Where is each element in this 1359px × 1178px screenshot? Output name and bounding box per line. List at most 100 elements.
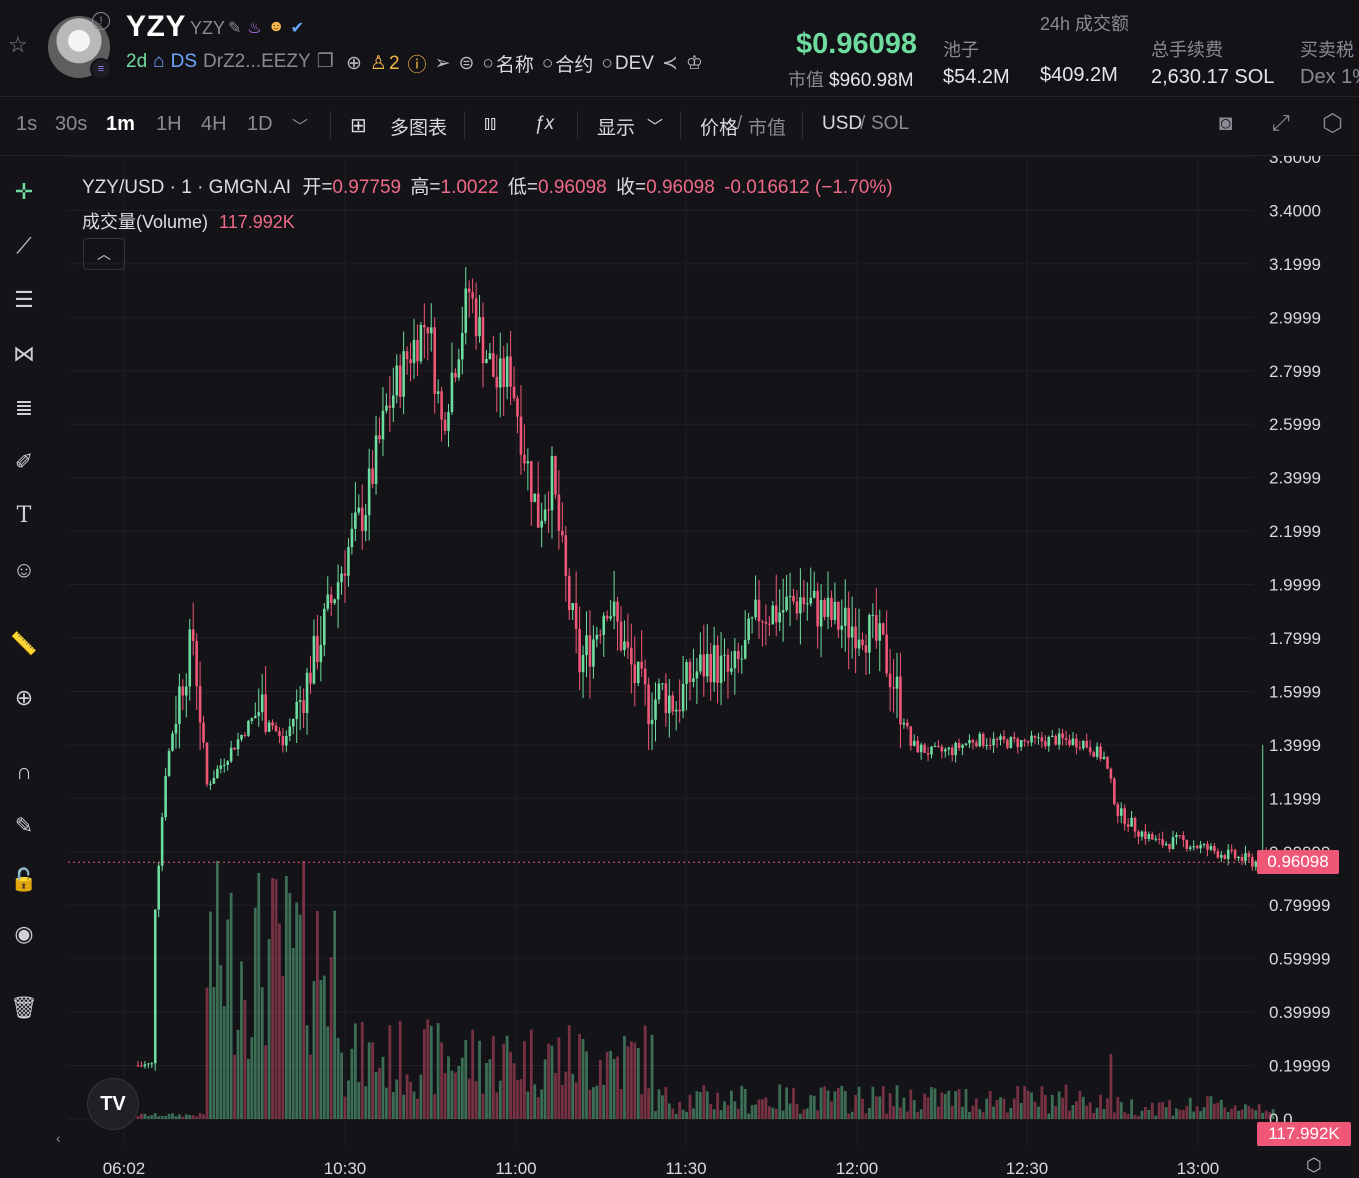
share-icon[interactable]: ≺ (661, 53, 678, 74)
volume-bar (702, 1084, 706, 1119)
trash-icon[interactable]: 🗑 (10, 995, 38, 1020)
magnet-icon[interactable]: ∩ (16, 759, 32, 784)
copy-icon[interactable]: ❐ (316, 51, 334, 72)
timeframe-1h[interactable]: 1H (156, 113, 182, 135)
volume-bar (850, 1111, 854, 1119)
tradingview-logo[interactable]: TV (87, 1078, 139, 1130)
mcap-toggle[interactable]: 市值 (748, 118, 787, 139)
unlock-icon[interactable]: 🔓 (10, 867, 38, 892)
volume-legend: 成交量(Volume) 117.992K (82, 208, 295, 234)
volume-bar (902, 1097, 906, 1119)
multi-chart-button[interactable]: 多图表 (390, 118, 448, 139)
search-name-link[interactable]: 名称 (495, 55, 534, 76)
eye-icon[interactable]: ◉ (14, 921, 34, 946)
indicators-icon[interactable]: ƒx (534, 113, 555, 134)
volume-bar (1233, 1105, 1237, 1119)
info-icon[interactable]: ! (92, 12, 110, 30)
warning-icon[interactable]: ⓘ (407, 55, 427, 76)
contract-address[interactable]: DrZ2...EEZY (203, 50, 311, 72)
candle-body (1033, 735, 1037, 738)
timeframe-1s[interactable]: 1s (16, 113, 38, 135)
price-chart[interactable]: 3.6000 3.4000 3.1999 2.9999 2.7999 2.5999 2.39… (68, 156, 1359, 1178)
telegram-icon[interactable]: ➢ (434, 53, 451, 74)
candle-body (937, 746, 940, 748)
scroll-left-icon[interactable]: ‹ (56, 1130, 61, 1146)
volume-bar (830, 1101, 833, 1119)
volume-bar (516, 1079, 519, 1119)
timeframe-4h[interactable]: 4H (201, 113, 227, 135)
volume-bar (919, 1109, 923, 1119)
display-menu[interactable]: 显示 (597, 118, 636, 139)
search-contract-link[interactable]: 合约 (555, 55, 594, 76)
volume-bar (843, 1090, 847, 1119)
volume-bar (240, 961, 243, 1119)
candle-body (1064, 738, 1068, 740)
candle-body (661, 683, 664, 685)
zoom-in-icon[interactable]: ⊕ (14, 685, 34, 710)
edit-icon[interactable]: ✎ (228, 20, 242, 37)
chevron-down-icon[interactable]: ﹀ (647, 119, 664, 136)
website-globe-icon[interactable]: ⊕ (346, 53, 362, 74)
crown-icon[interactable]: ♔ (685, 53, 703, 74)
search-icon[interactable]: ○ (482, 52, 494, 74)
candle-body (636, 661, 640, 684)
volume-bar (288, 893, 292, 1119)
camera-icon[interactable]: ◙ (1219, 110, 1233, 135)
trendline-icon[interactable]: ⟋ (16, 233, 32, 258)
timeframe-30s[interactable]: 30s (55, 113, 88, 135)
crosshair-icon[interactable]: ✛ (14, 179, 34, 204)
fullscreen-icon[interactable]: ⤢ (1272, 110, 1290, 135)
pattern-icon[interactable]: ⋈ (13, 341, 35, 366)
volume-bar (557, 1037, 561, 1119)
collapse-legend-button[interactable]: ︿ (83, 238, 125, 270)
text-icon[interactable]: T (16, 503, 32, 528)
volume-bar (457, 1065, 461, 1119)
chart-toolbar: 1s 30s 1m 1H 4H 1D ﹀ ⊞ 多图表 ⫾⫾ ƒx 显示 ﹀ 价格… (0, 97, 1359, 156)
volume-bar (398, 1020, 402, 1119)
timeframe-1d[interactable]: 1D (247, 113, 273, 135)
brush-icon[interactable]: ✐ (14, 449, 34, 474)
candle-body (464, 288, 468, 334)
candle-body (157, 865, 160, 910)
volume-bar (160, 1115, 164, 1119)
timeframe-1m[interactable]: 1m (106, 113, 135, 135)
candle-body (930, 746, 933, 755)
volume-bar (153, 1113, 157, 1119)
volume-bar (761, 1099, 764, 1119)
emoji-icon[interactable]: ☺ (12, 557, 36, 582)
search-icon[interactable]: ○ (541, 52, 554, 74)
volume-bar (1147, 1109, 1151, 1119)
price-toggle[interactable]: 价格 (700, 118, 739, 139)
usd-toggle[interactable]: USD (822, 113, 863, 134)
add-chart-icon[interactable]: ⊞ (350, 115, 367, 137)
sol-toggle[interactable]: SOL (871, 113, 910, 134)
axis-settings-icon[interactable]: ⬡ (1306, 1155, 1322, 1175)
volume-bar (623, 1035, 626, 1119)
volume-bar (391, 1092, 395, 1119)
volume-bar (198, 1113, 202, 1119)
candle-body (257, 712, 261, 716)
candle-type-icon[interactable]: ⫾⫾ (484, 113, 497, 134)
candle-body (1154, 838, 1158, 840)
candle-body (436, 391, 440, 394)
candle-body (716, 645, 719, 683)
lock-draw-icon[interactable]: ✎ (14, 813, 34, 838)
search-dev-link[interactable]: DEV (614, 52, 654, 74)
volume-bar (529, 1029, 533, 1119)
volume-bar (309, 1054, 312, 1119)
chevron-down-icon[interactable]: ﹀ (292, 119, 309, 136)
fib-icon[interactable]: ≣ (14, 395, 34, 420)
favorite-star-icon[interactable]: ☆ (8, 32, 28, 57)
ruler-icon[interactable]: 📏 (10, 631, 38, 656)
stack-icon[interactable]: ⊜ (458, 53, 475, 74)
holders-icon[interactable]: ♙ (369, 53, 387, 74)
settings-icon[interactable]: ⬡ (1322, 110, 1343, 137)
volume-bar (781, 1110, 785, 1119)
candle-body (1185, 840, 1189, 849)
market-cap-label: 市值 (788, 70, 824, 90)
horizontal-lines-icon[interactable]: ☰ (14, 287, 34, 312)
volume-bar (1247, 1106, 1251, 1119)
search-icon[interactable]: ○ (601, 52, 613, 74)
candle-body (1130, 817, 1133, 827)
candle-body (1095, 746, 1099, 757)
